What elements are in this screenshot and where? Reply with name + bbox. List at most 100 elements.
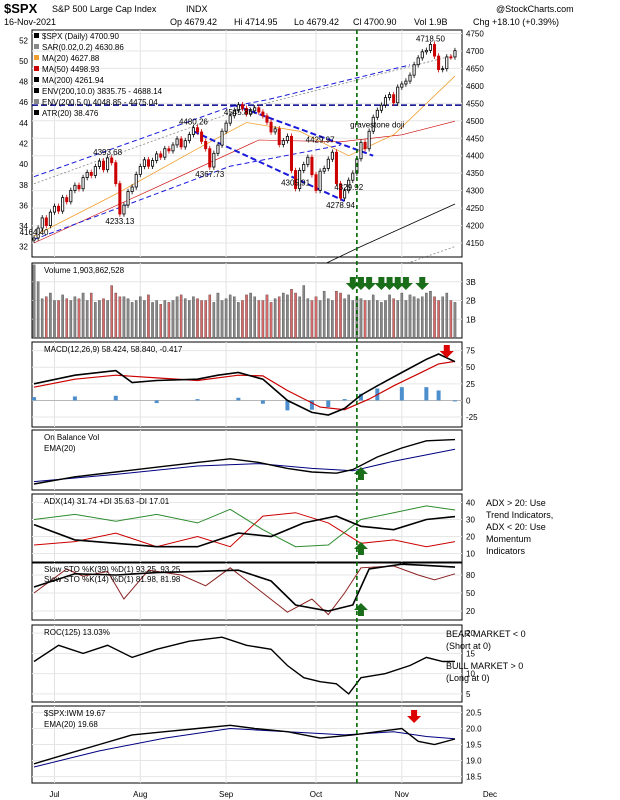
x-axis-month-label: Jul bbox=[49, 790, 59, 799]
volume-bar bbox=[143, 300, 146, 339]
y-tick-label: 4350 bbox=[466, 169, 484, 178]
volume-bar bbox=[110, 285, 113, 339]
legend-swatch bbox=[34, 66, 39, 71]
macd-histogram-bar bbox=[358, 393, 363, 401]
candle-body bbox=[36, 227, 40, 239]
candle-body bbox=[453, 50, 457, 58]
obv-ema-legend: EMA(20) bbox=[44, 444, 76, 453]
volume-bar bbox=[286, 294, 289, 339]
volume-bar bbox=[89, 292, 93, 339]
volume-bar bbox=[306, 298, 310, 339]
candle-body bbox=[200, 131, 204, 142]
low-label: Lo 4679.42 bbox=[294, 17, 339, 27]
volume-bar bbox=[224, 298, 228, 339]
down-arrow-icon bbox=[390, 277, 405, 290]
candle-body bbox=[298, 169, 302, 189]
volume-bar bbox=[363, 300, 367, 339]
volume-bar bbox=[441, 296, 444, 339]
adx-panel-frame bbox=[31, 493, 463, 563]
candle-body bbox=[77, 184, 81, 190]
macd-histogram-bar bbox=[424, 387, 429, 401]
volume-bar bbox=[265, 294, 269, 339]
candle-body bbox=[106, 157, 110, 171]
y-tick-label: 4250 bbox=[466, 204, 484, 213]
y-tick-label: 4150 bbox=[466, 239, 484, 248]
adx-note: ADX > 20: Use bbox=[486, 498, 546, 508]
ma50-line bbox=[33, 120, 456, 244]
price-annotation: 4429.97 bbox=[306, 135, 335, 144]
y-tick-label: 40 bbox=[466, 499, 475, 508]
sto-k39-legend: Slow STO %K(39) %D(1) 93.25, 93.25 bbox=[44, 565, 181, 574]
volume-bar bbox=[204, 300, 207, 339]
down-arrow-icon bbox=[398, 277, 413, 290]
price-legend-entry: $SPX (Daily) 4700.90 bbox=[42, 32, 119, 41]
candle-body bbox=[167, 148, 171, 152]
candle-body bbox=[277, 128, 281, 145]
candle-body bbox=[261, 111, 265, 117]
y-tick-label: 4700 bbox=[466, 47, 484, 56]
left-tick-label: 52 bbox=[19, 36, 28, 45]
y-tick-label: 4650 bbox=[466, 64, 484, 73]
down-arrow-icon bbox=[374, 277, 389, 290]
candle-body bbox=[61, 197, 65, 212]
volume-bar bbox=[392, 298, 395, 339]
candle-body bbox=[339, 183, 343, 199]
volume-bar bbox=[94, 302, 97, 339]
volume-bar bbox=[200, 300, 203, 339]
y-tick-label: 4400 bbox=[466, 152, 484, 161]
obv-ema-line bbox=[33, 448, 456, 483]
candle-body bbox=[428, 44, 432, 51]
change-label: Chg +18.10 (+0.39%) bbox=[473, 17, 559, 27]
up-arrow-icon bbox=[353, 603, 368, 616]
volume-bar bbox=[261, 300, 265, 339]
volume-bar bbox=[183, 298, 187, 339]
candle-body bbox=[322, 168, 326, 172]
volume-bar bbox=[237, 302, 240, 339]
obv-line bbox=[33, 438, 456, 485]
volume-bar bbox=[163, 300, 167, 339]
trendline-up-lower bbox=[33, 144, 341, 240]
price-annotation: 4367.73 bbox=[195, 170, 224, 179]
price-legend-entry: ENV(200,10.0) 3835.75 - 4688.14 bbox=[42, 87, 163, 96]
trendline-up-upper bbox=[33, 64, 411, 178]
candle-body bbox=[334, 151, 338, 185]
volume-bar bbox=[134, 300, 138, 339]
candle-body bbox=[118, 183, 122, 215]
up-arrow-icon bbox=[353, 542, 368, 555]
macd-histogram-bar bbox=[113, 395, 118, 401]
candle-body bbox=[187, 134, 191, 142]
candle-body bbox=[171, 144, 175, 152]
volume-bar bbox=[159, 304, 162, 339]
candle-body bbox=[379, 104, 383, 111]
macd-signal-line bbox=[33, 360, 456, 411]
volume-bar bbox=[65, 298, 69, 339]
exchange-name: INDX bbox=[186, 4, 208, 14]
y-tick-label: 20.5 bbox=[466, 708, 482, 717]
roc-panel-frame bbox=[31, 624, 463, 703]
candle-body bbox=[208, 148, 212, 168]
price-annotation: 4305.91 bbox=[281, 179, 310, 188]
volume-bar bbox=[188, 300, 191, 339]
y-tick-label: 4500 bbox=[466, 117, 484, 126]
candle-body bbox=[306, 156, 310, 165]
candle-body bbox=[175, 138, 179, 146]
volume-bar bbox=[449, 300, 453, 339]
candle-body bbox=[142, 159, 146, 167]
volume-bar bbox=[376, 300, 379, 339]
volume-legend: Volume 1,903,862,528 bbox=[44, 266, 125, 275]
volume-bar bbox=[290, 289, 293, 339]
volume-bar bbox=[335, 290, 338, 339]
volume-bar bbox=[114, 292, 118, 339]
volume-bar bbox=[122, 296, 126, 339]
down-arrow-icon bbox=[407, 710, 422, 723]
candle-body bbox=[289, 135, 294, 171]
y-tick-label: 20.0 bbox=[466, 724, 482, 733]
legend-swatch bbox=[34, 99, 39, 104]
adx-note: Trend Indicators, bbox=[486, 510, 553, 520]
roc-line bbox=[33, 636, 456, 695]
ratio-legend: $SPX:IWM 19.67 bbox=[44, 709, 106, 718]
volume-bar bbox=[322, 290, 326, 339]
adx-note: ADX < 20: Use bbox=[486, 522, 546, 532]
volume-bar bbox=[380, 302, 383, 339]
candle-body bbox=[138, 166, 142, 175]
